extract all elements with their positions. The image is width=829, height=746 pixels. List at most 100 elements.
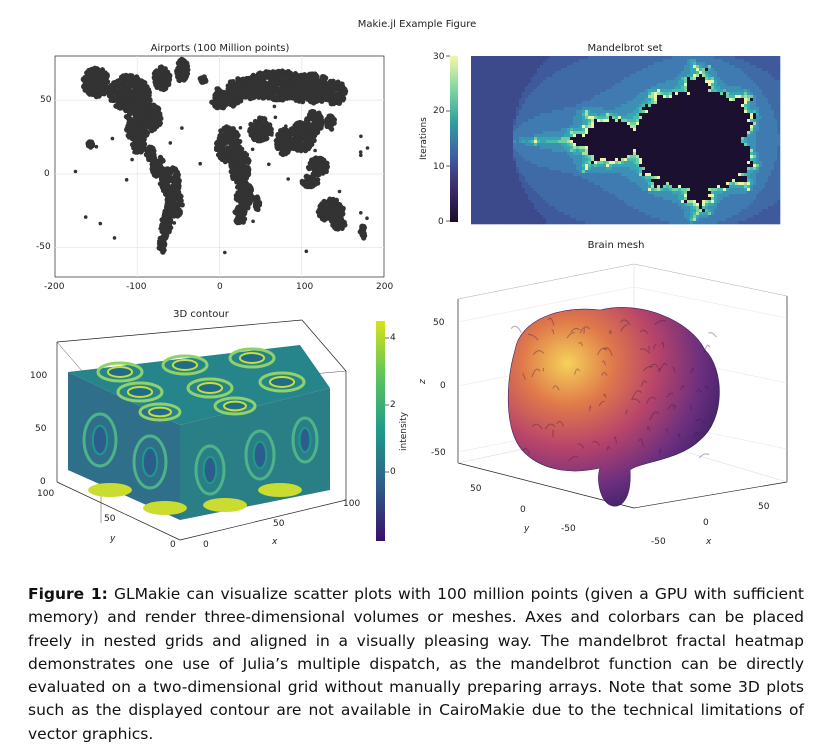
airport-point	[198, 162, 202, 166]
mandelbrot-cell	[735, 74, 738, 77]
mandelbrot-cell	[471, 56, 474, 59]
mandelbrot-cell	[543, 62, 546, 65]
mandelbrot-cell	[546, 56, 549, 59]
mandelbrot-cell	[633, 71, 636, 74]
airport-point	[248, 194, 253, 199]
airport-point	[318, 117, 322, 121]
mandelbrot-cell	[681, 74, 684, 77]
mandelbrot-cell	[618, 86, 621, 89]
mandelbrot-cell	[648, 68, 651, 71]
mandelbrot-cell	[687, 71, 690, 74]
mandelbrot-cell	[531, 56, 534, 59]
mandelbrot-cell	[498, 77, 501, 80]
mandelbrot-cell	[537, 86, 540, 89]
mandelbrot-cell	[606, 74, 609, 77]
mandelbrot-cell	[747, 62, 750, 65]
airport-point	[176, 189, 181, 194]
mandelbrot-cell	[492, 59, 495, 62]
mandelbrot-cell	[615, 56, 618, 59]
airport-point	[306, 74, 311, 79]
airport-point	[127, 75, 132, 80]
mandelbrot-cell	[681, 56, 684, 59]
mandelbrot-cell	[621, 68, 624, 71]
mandelbrot-cell	[489, 65, 492, 68]
airport-point	[130, 126, 135, 131]
mandelbrot-cell	[657, 56, 660, 59]
airport-point	[236, 167, 241, 172]
mandelbrot-cell	[591, 86, 594, 89]
mandelbrot-cell	[618, 68, 621, 71]
mandelbrot-cell	[771, 62, 774, 65]
mandelbrot-cell	[555, 77, 558, 80]
mandelbrot-cell	[576, 68, 579, 71]
airport-point	[314, 99, 319, 104]
airport-point	[84, 215, 88, 219]
mandelbrot-cell	[732, 56, 735, 59]
mandelbrot-cell	[567, 62, 570, 65]
mandelbrot-cell	[750, 68, 753, 71]
mandelbrot-cell	[483, 65, 486, 68]
airport-point	[157, 245, 162, 250]
mandelbrot-cell	[609, 71, 612, 74]
mandelbrot-cell	[519, 56, 522, 59]
mandelbrot-cell	[618, 74, 621, 77]
mandelbrot-cell	[594, 77, 597, 80]
mandelbrot-cell	[750, 59, 753, 62]
mandelbrot-cell	[729, 71, 732, 74]
mandelbrot-cell	[678, 74, 681, 77]
mandelbrot-cell	[693, 62, 696, 65]
mandelbrot-cell	[654, 62, 657, 65]
mandelbrot-cell	[777, 65, 780, 68]
mandelbrot-cell	[738, 59, 741, 62]
airport-point	[146, 87, 151, 92]
mandelbrot-cell	[771, 80, 774, 83]
mandelbrot-cell	[684, 56, 687, 59]
mandelbrot-cell	[642, 56, 645, 59]
airport-point	[336, 101, 341, 106]
mandelbrot-cell	[678, 65, 681, 68]
mandelbrot-cell	[504, 77, 507, 80]
mandelbrot-cell	[546, 65, 549, 68]
mandelbrot-cell	[690, 65, 693, 68]
mandelbrot-cell	[633, 74, 636, 77]
mandelbrot-cell	[681, 71, 684, 74]
mandelbrot-cell	[762, 56, 765, 59]
mandelbrot-cell	[513, 80, 516, 83]
mandelbrot-cell	[621, 86, 624, 89]
mandelbrot-cell	[720, 74, 723, 77]
mandelbrot-cell	[699, 83, 702, 86]
mandelbrot-cell	[576, 83, 579, 86]
mandelbrot-cell	[528, 68, 531, 71]
mandelbrot-cell	[564, 62, 567, 65]
mandelbrot-cell	[660, 83, 663, 86]
airport-point	[167, 229, 172, 234]
mandelbrot-cell	[687, 77, 690, 80]
airport-point	[235, 185, 240, 190]
mandelbrot-cell	[645, 74, 648, 77]
mandelbrot-cell	[471, 62, 474, 65]
mandelbrot-cell	[669, 71, 672, 74]
mandelbrot-cell	[603, 77, 606, 80]
airport-point	[305, 119, 310, 124]
mandelbrot-cell	[738, 83, 741, 86]
airport-point	[160, 69, 165, 74]
mandelbrot-cell	[507, 74, 510, 77]
mandelbrot-cell	[630, 68, 633, 71]
mandelbrot-cell	[759, 68, 762, 71]
mandelbrot-cell	[558, 62, 561, 65]
airport-point	[163, 174, 168, 179]
mandelbrot-cell	[696, 62, 699, 65]
mandelbrot-cell	[642, 77, 645, 80]
mandelbrot-cell	[555, 56, 558, 59]
airport-point	[114, 104, 119, 109]
mandelbrot-cell	[615, 74, 618, 77]
mandelbrot-cell	[471, 74, 474, 77]
mandelbrot-cell	[702, 62, 705, 65]
mandelbrot-cell	[702, 65, 705, 68]
airport-point	[223, 127, 228, 132]
mandelbrot-cell	[645, 65, 648, 68]
mandelbrot-cell	[471, 86, 474, 89]
mandelbrot-cell	[486, 80, 489, 83]
mandelbrot-cell	[495, 83, 498, 86]
mandelbrot-cell	[579, 65, 582, 68]
